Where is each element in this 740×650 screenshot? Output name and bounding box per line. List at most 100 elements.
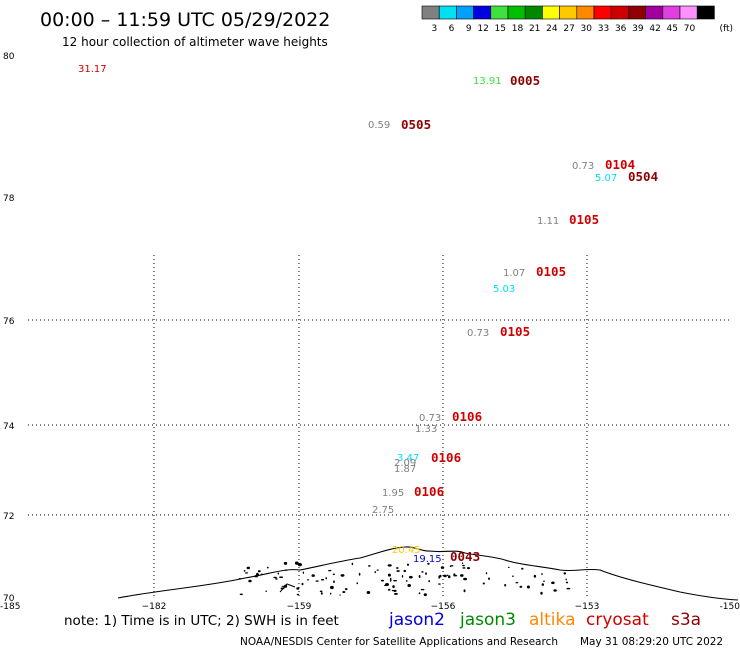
lake-mark	[440, 566, 445, 569]
lake-mark	[344, 588, 348, 591]
lake-mark	[405, 580, 408, 582]
swh-value: 1.11	[537, 216, 559, 227]
lake-mark	[392, 585, 395, 589]
lake-mark	[321, 578, 324, 581]
lake-mark	[401, 574, 404, 578]
legend-swatch	[576, 5, 595, 20]
satellite-legend: jason2 jason3 altika cryosat s3a	[388, 610, 701, 630]
legend-label: 45	[667, 24, 678, 34]
observation: 3.47 0106	[397, 450, 461, 465]
lake-mark	[393, 580, 398, 582]
longitude-label: −153	[575, 602, 600, 612]
latitude-label: 76	[3, 317, 15, 327]
observation: 1.33	[415, 424, 437, 435]
latitude-label: 72	[3, 512, 14, 522]
lake-mark	[284, 569, 288, 571]
lake-mark	[460, 574, 464, 577]
legend-label: 6	[449, 24, 455, 34]
lake-mark	[243, 570, 246, 572]
swh-value: 5.03	[493, 284, 515, 295]
swh-value: 2.75	[372, 505, 394, 516]
lake-mark	[408, 575, 413, 579]
observation: 19.15 0043	[413, 549, 480, 565]
latitude-label: 74	[3, 422, 15, 432]
lake-mark	[277, 572, 280, 575]
alaska-north-coastline	[117, 546, 739, 601]
legend-swatch	[524, 5, 543, 20]
legend-swatch	[542, 5, 560, 20]
swh-value: 1.87	[394, 464, 416, 475]
lake-mark	[515, 582, 519, 584]
lake-mark	[449, 565, 452, 568]
swh-value: 13.91	[473, 76, 502, 87]
lake-mark	[443, 574, 447, 578]
lake-mark	[283, 561, 288, 565]
legend-swatch	[559, 5, 578, 20]
lake-mark	[320, 592, 323, 595]
legend-label: 33	[598, 24, 609, 34]
lake-mark	[384, 584, 388, 587]
lake-mark	[296, 587, 300, 590]
legend-swatch	[662, 5, 681, 20]
lake-mark	[319, 590, 323, 593]
lake-mark	[543, 580, 545, 582]
lake-mark	[356, 582, 359, 585]
lake-mark	[380, 579, 385, 582]
legend-swatch	[593, 5, 612, 20]
lake-mark	[463, 589, 466, 593]
lake-mark	[387, 564, 392, 567]
lake-mark	[418, 592, 421, 595]
lake-mark	[248, 579, 252, 583]
lake-mark	[427, 562, 430, 565]
latitude-label: 70	[3, 594, 15, 604]
observation: 2.09	[394, 458, 416, 469]
lake-mark	[541, 583, 544, 586]
observation: 5.07 0504	[595, 169, 658, 184]
lake-mark	[256, 572, 259, 576]
lake-mark	[553, 589, 557, 592]
legend-label: 15	[495, 24, 506, 34]
lake-mark	[566, 587, 571, 590]
lake-mark	[526, 585, 530, 589]
lake-mark	[394, 592, 398, 595]
lake-mark	[257, 570, 261, 573]
color-legend: 3 6 9 12 15 18 21 24 27 30 33 36 39 42 45 70 (ft)	[421, 5, 733, 34]
footer-note: note: 1) Time is in UTC; 2) SWH is in fe…	[64, 613, 339, 629]
lake-mark	[280, 587, 285, 590]
lake-mark	[387, 573, 391, 577]
observation: 5.03	[493, 284, 515, 295]
coastal-lakes	[238, 561, 571, 597]
lake-mark	[246, 566, 250, 570]
lake-mark	[565, 578, 567, 581]
lake-mark	[390, 579, 392, 582]
longitude-label: −182	[142, 602, 167, 612]
legend-label: 18	[512, 24, 524, 34]
lake-mark	[306, 579, 310, 581]
lake-mark	[376, 569, 379, 571]
observation: 20.45	[392, 545, 421, 556]
lake-mark	[339, 594, 341, 596]
lake-mark	[396, 570, 400, 572]
lake-mark	[266, 566, 269, 569]
latitude-label: 78	[3, 194, 15, 204]
lake-mark	[446, 574, 449, 576]
lake-mark	[387, 588, 391, 591]
observation: 13.91 0005	[473, 73, 540, 88]
lake-mark	[438, 583, 441, 585]
satellite-jason3: jason3	[459, 610, 516, 630]
lake-mark	[275, 578, 278, 580]
legend-swatch	[421, 5, 440, 20]
obs-time: 0105	[569, 212, 599, 227]
lake-mark	[332, 573, 335, 576]
lake-mark	[403, 569, 407, 573]
footer-credit: NOAA/NESDIS Center for Satellite Applica…	[240, 636, 558, 648]
lake-mark	[294, 561, 299, 565]
lake-mark	[273, 576, 277, 579]
obs-time: 0106	[452, 409, 482, 424]
lake-mark	[244, 572, 249, 574]
legend-swatch	[645, 5, 664, 20]
lake-mark	[391, 589, 395, 592]
lake-mark	[423, 593, 427, 597]
